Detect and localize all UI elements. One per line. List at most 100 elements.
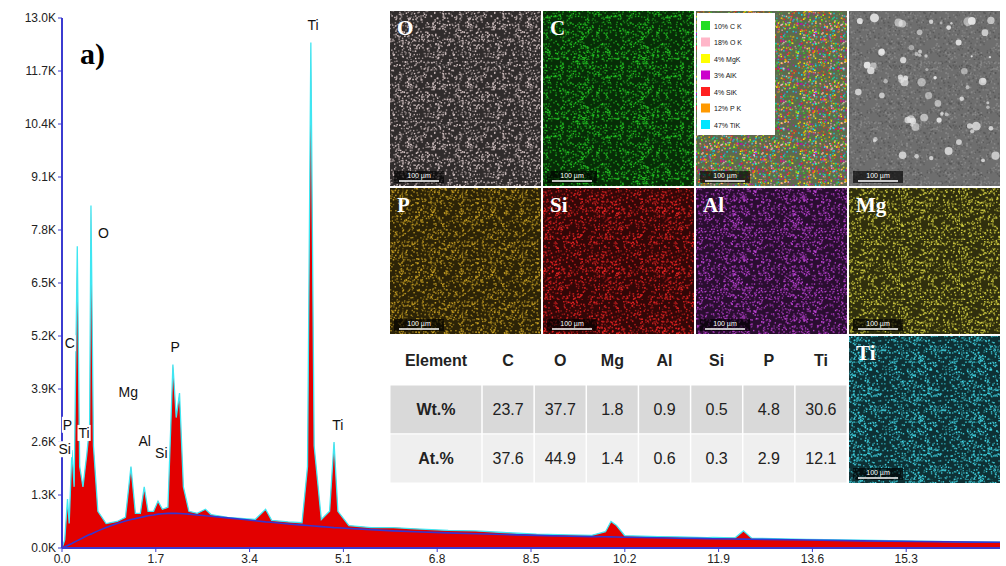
element-map [849, 188, 1000, 334]
element-map [390, 11, 541, 186]
sem-particle [915, 52, 919, 56]
element-map [696, 188, 847, 334]
table-divider [742, 434, 744, 483]
sem-particle [855, 89, 862, 96]
table-divider [481, 385, 483, 434]
table-divider [586, 336, 588, 385]
table-divider [533, 434, 535, 483]
x-tick-label: 1.7 [147, 552, 164, 566]
table-cell: Wt.% [416, 401, 455, 418]
peak-label-patch [169, 339, 180, 355]
y-tick [58, 124, 62, 125]
scale-bar-text: 100 µm [866, 320, 890, 328]
sem-particle [989, 56, 991, 58]
sem-particle [878, 49, 885, 56]
y-tick [58, 495, 62, 496]
peak-label-text: Ti [332, 417, 343, 433]
table-cell: Ti [814, 352, 828, 369]
peak-label-patch [62, 417, 73, 433]
x-tick-label: 6.8 [429, 552, 446, 566]
scale-bar-text: 100 µm [407, 172, 431, 180]
table-divider [794, 434, 796, 483]
table-divider [690, 336, 692, 385]
insets: O100 µmC100 µmP100 µmSi100 µmAl100 µmMg1… [390, 11, 1000, 483]
overlay-legend-swatch [701, 120, 710, 129]
sem-particle [900, 57, 906, 63]
y-tick-label: 7.8K [31, 223, 56, 237]
peak-label: Ti [306, 17, 319, 33]
table-cell: 23.7 [493, 401, 524, 418]
sem-particle [967, 123, 973, 129]
table-divider [742, 336, 744, 385]
table-cell: 0.9 [653, 401, 675, 418]
table-divider [794, 336, 796, 385]
sem-particle [929, 156, 933, 160]
y-tick [58, 71, 62, 72]
table-cell: Al [657, 352, 673, 369]
sem-particle [879, 93, 885, 99]
overlay-legend-swatch [701, 38, 710, 47]
overlay-legend-text: 18% O K [714, 39, 742, 46]
peak-label: Al [138, 433, 152, 449]
y-tick-label: 0.0K [31, 541, 56, 555]
peak-label-patch [77, 425, 90, 441]
peak-label-patch [331, 417, 344, 433]
table-cell: 0.6 [653, 450, 675, 467]
table-cell: P [763, 352, 774, 369]
peak-label-patch [306, 17, 319, 33]
element-map-label: O [397, 16, 413, 40]
table-divider [638, 336, 640, 385]
table-cell: 44.9 [545, 450, 576, 467]
sem-particle [925, 68, 928, 71]
table-divider [481, 434, 483, 483]
scale-bar: 100 µm [547, 319, 597, 331]
element-map-label: Si [550, 193, 568, 217]
scale-bar-line [705, 180, 745, 182]
sem-particle [933, 76, 936, 79]
sem-particle [924, 54, 927, 57]
table-divider [794, 385, 796, 434]
sem-particle [956, 40, 962, 46]
scale-bar-line [399, 328, 439, 330]
element-map [390, 188, 541, 334]
sem-particle [986, 105, 990, 109]
scale-bar-ground [547, 319, 597, 331]
element-map-label: Al [703, 193, 724, 217]
table-divider [638, 434, 640, 483]
peak-label: P [169, 339, 180, 355]
peak-label: P [62, 417, 73, 433]
table-divider [586, 434, 588, 483]
sem-particle [979, 78, 987, 86]
peak-label-text: Si [59, 441, 71, 457]
y-tick-label: 13.0K [25, 11, 56, 25]
x-tick-label: 0.0 [54, 552, 71, 566]
scale-bar: 100 µm [394, 319, 444, 331]
sem-particle [940, 22, 943, 25]
peak-label: O [97, 225, 110, 241]
peak-label-patch [138, 433, 152, 449]
sem-particle [972, 122, 981, 131]
table-cell: 0.3 [706, 450, 728, 467]
sem-particle [981, 158, 985, 162]
overlay-legend-text: 12% P K [714, 105, 741, 112]
sem-particle [883, 79, 888, 84]
overlay-legend-text: 3% AlK [714, 72, 737, 79]
scale-bar-ground [853, 171, 903, 183]
sem-particle [917, 78, 925, 86]
element-map-label: Ti [856, 341, 876, 365]
sem-particle [898, 77, 904, 83]
sem-particle [920, 114, 928, 122]
x-tick-label: 15.3 [895, 552, 919, 566]
scale-bar-ground [853, 319, 903, 331]
sem-particle [935, 100, 942, 107]
sem-particle [910, 124, 913, 127]
table-row [390, 434, 847, 483]
y-tick [58, 283, 62, 284]
y-tick-label: 1.3K [31, 488, 56, 502]
sem-particle [986, 101, 989, 104]
table-cell: 37.6 [493, 450, 524, 467]
overlay-legend-text: 10% C K [714, 23, 742, 30]
scale-bar-text: 100 µm [560, 172, 584, 180]
peak-label-text: C [65, 335, 75, 351]
table-cell: Mg [601, 352, 624, 369]
